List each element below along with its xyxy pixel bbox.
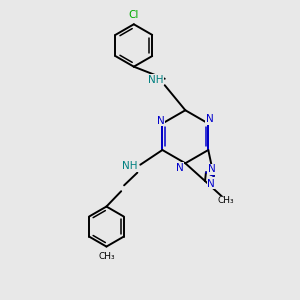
Text: N: N: [208, 164, 216, 175]
Text: N: N: [207, 179, 215, 189]
Text: CH₃: CH₃: [218, 196, 235, 205]
Text: N: N: [176, 163, 184, 173]
Text: Cl: Cl: [129, 10, 139, 20]
Text: NH: NH: [148, 75, 163, 85]
Text: CH₃: CH₃: [98, 252, 115, 261]
Text: NH: NH: [122, 161, 138, 171]
Text: N: N: [206, 114, 214, 124]
Text: N: N: [157, 116, 165, 126]
